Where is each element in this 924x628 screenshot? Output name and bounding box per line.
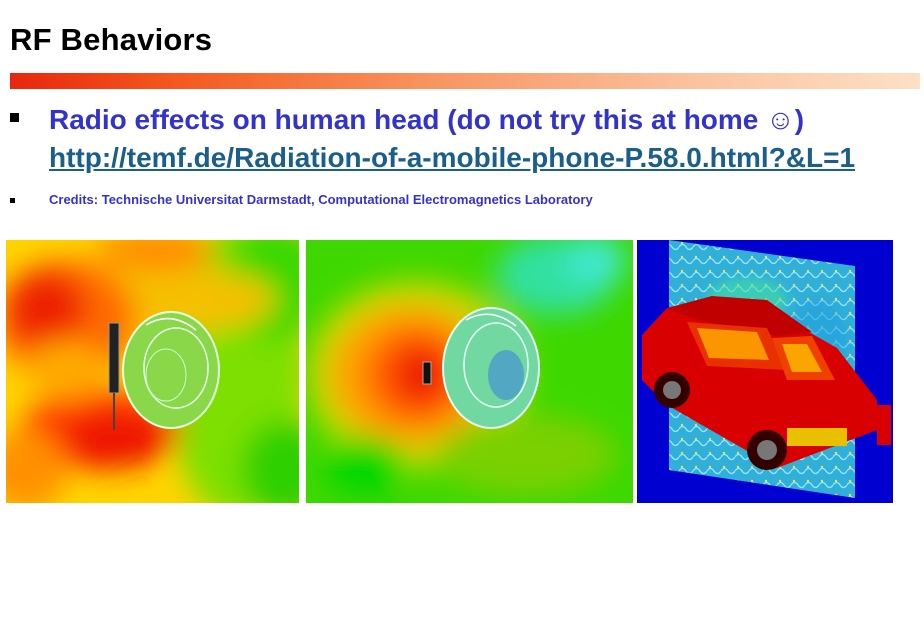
title-underline-bar <box>10 73 920 89</box>
car-radiation-field <box>637 240 893 503</box>
bullet-text: Radio effects on human head (do not try … <box>49 104 805 135</box>
small-bullet-square-icon <box>10 198 15 203</box>
credits-text: Credits: Technische Universitat Darmstad… <box>49 192 593 207</box>
head-radiation-field-2 <box>306 240 633 503</box>
head-radiation-field-1 <box>6 240 299 503</box>
slide-title: RF Behaviors <box>10 22 213 57</box>
radiation-link[interactable]: http://temf.de/Radiation-of-a-mobile-pho… <box>49 142 856 173</box>
bullet-square-icon <box>10 113 19 122</box>
